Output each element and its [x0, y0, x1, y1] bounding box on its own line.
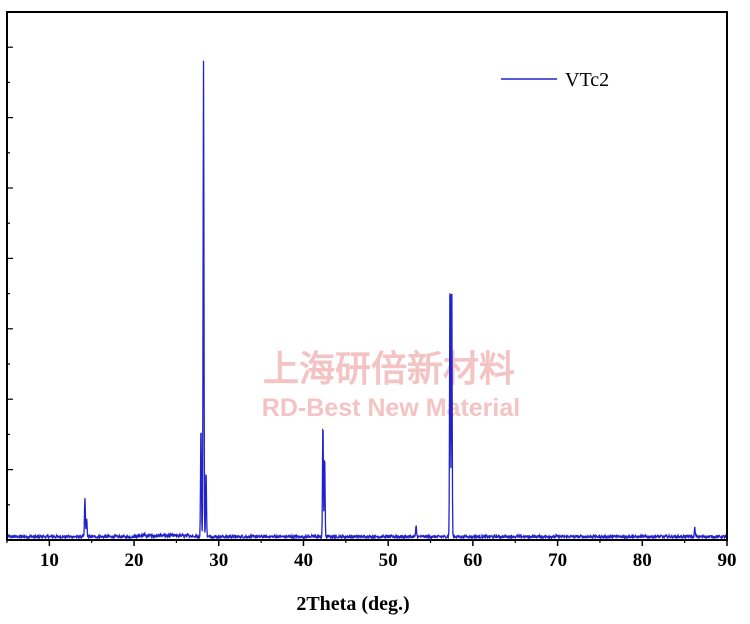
x-tick-label: 10 [40, 550, 59, 571]
watermark-chinese: 上海研倍新材料 [263, 349, 515, 390]
watermark: 上海研倍新材料 RD-Best New Material [262, 349, 520, 422]
x-tick-label: 80 [633, 550, 652, 571]
watermark-english: RD-Best New Material [262, 394, 520, 422]
x-tick-label: 50 [379, 550, 398, 571]
plot-frame [6, 11, 728, 541]
x-tick-label: 60 [463, 550, 482, 571]
x-tick-label: 20 [125, 550, 144, 571]
series-layer [6, 60, 727, 541]
legend-label-vtc2: VTc2 [565, 69, 609, 91]
x-axis-title: 2Theta (deg.) [296, 593, 409, 615]
x-tick-label: 40 [294, 550, 313, 571]
ticks-layer: 10 20 30 40 50 60 70 80 90 [6, 46, 737, 571]
series-line [6, 60, 727, 541]
x-tick-label: 70 [548, 550, 567, 571]
legend: VTc2 [501, 69, 609, 91]
x-tick-label: 30 [209, 550, 228, 571]
x-tick-label: 90 [718, 550, 737, 571]
